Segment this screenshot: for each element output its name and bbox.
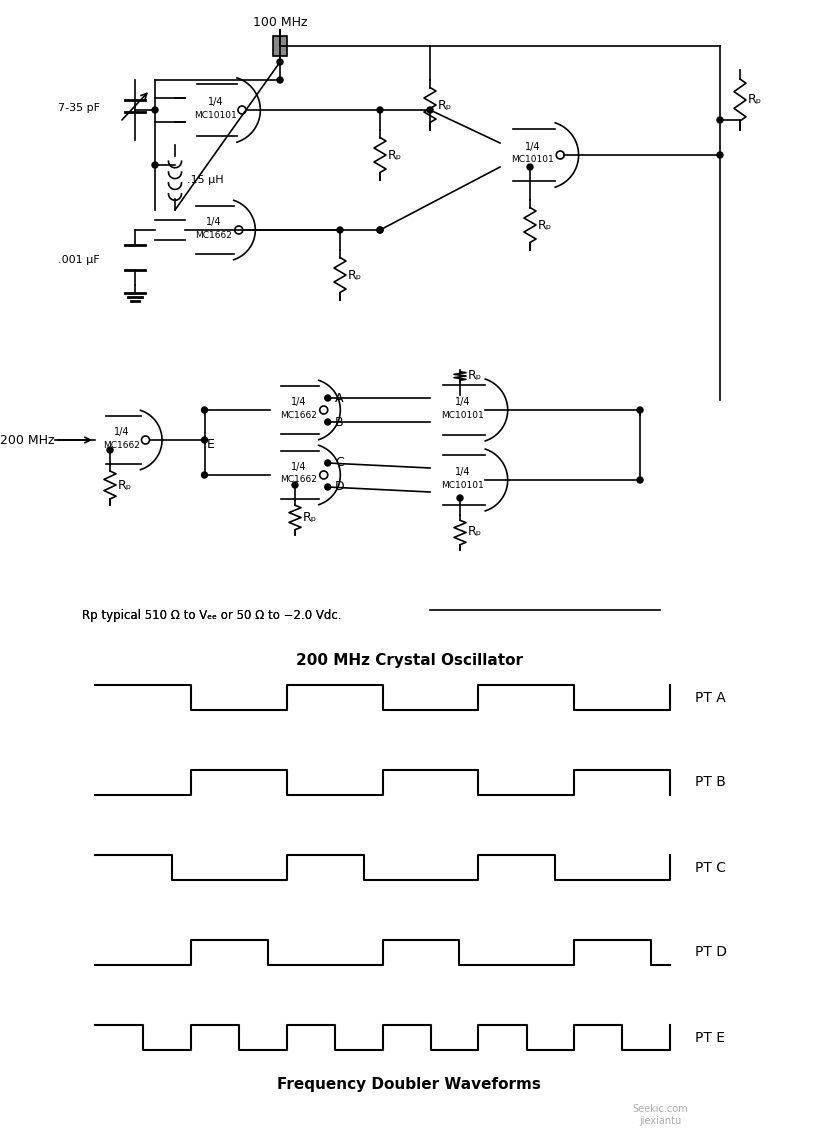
Circle shape: [201, 472, 208, 478]
Circle shape: [377, 107, 383, 113]
Text: 1/4: 1/4: [290, 463, 306, 472]
Text: 100 MHz: 100 MHz: [253, 16, 308, 29]
Text: MC10101: MC10101: [441, 410, 483, 419]
Text: 1/4: 1/4: [455, 467, 470, 477]
Circle shape: [377, 227, 383, 233]
Circle shape: [152, 107, 158, 113]
Bar: [273, 37, 287, 56]
Text: Rₚ: Rₚ: [348, 268, 362, 281]
Circle shape: [637, 477, 643, 483]
Text: PT B: PT B: [695, 775, 726, 789]
Text: MC1662: MC1662: [280, 475, 317, 484]
Circle shape: [717, 116, 723, 123]
Text: 1/4: 1/4: [290, 397, 306, 407]
Circle shape: [637, 407, 643, 413]
Text: 200 MHz: 200 MHz: [1, 434, 55, 447]
Circle shape: [427, 107, 433, 113]
Circle shape: [107, 447, 113, 453]
Text: .001 μF: .001 μF: [58, 255, 100, 265]
Text: PT E: PT E: [695, 1030, 725, 1045]
Text: Rₚ: Rₚ: [388, 148, 402, 161]
Text: Rₚ: Rₚ: [468, 525, 482, 539]
Text: 1/4: 1/4: [455, 397, 470, 407]
Circle shape: [292, 482, 298, 488]
Circle shape: [325, 484, 330, 490]
Text: MC1662: MC1662: [280, 410, 317, 419]
Text: Rp typical 510 Ω to Vₑₑ or 50 Ω to −2.0 Vdc.: Rp typical 510 Ω to Vₑₑ or 50 Ω to −2.0 …: [82, 609, 341, 621]
Circle shape: [325, 460, 330, 466]
Text: A: A: [335, 392, 344, 404]
Circle shape: [152, 162, 158, 168]
Circle shape: [201, 437, 208, 443]
Text: D: D: [335, 481, 344, 493]
Text: .15 μH: .15 μH: [187, 175, 223, 185]
Text: PT A: PT A: [695, 691, 726, 705]
Text: Rₚ: Rₚ: [438, 98, 452, 112]
Text: B: B: [335, 416, 344, 428]
Text: E: E: [206, 439, 214, 451]
Circle shape: [457, 494, 463, 501]
Text: 1/4: 1/4: [206, 217, 221, 227]
Circle shape: [377, 227, 383, 233]
Circle shape: [277, 59, 283, 65]
Circle shape: [527, 164, 533, 170]
Text: 200 MHz Crystal Oscillator: 200 MHz Crystal Oscillator: [295, 652, 523, 668]
Text: MC10101: MC10101: [441, 481, 483, 490]
Text: C: C: [335, 457, 344, 469]
Text: MC10101: MC10101: [194, 111, 236, 120]
Text: Rₚ: Rₚ: [748, 94, 762, 106]
Text: Rp typical 510 Ω to Vₑₑ or 50 Ω to −2.0 Vdc.: Rp typical 510 Ω to Vₑₑ or 50 Ω to −2.0 …: [82, 609, 341, 621]
Circle shape: [717, 152, 723, 158]
Text: MC1662: MC1662: [195, 231, 232, 240]
Text: Rₚ: Rₚ: [118, 478, 133, 491]
Circle shape: [337, 227, 343, 233]
Text: Seekic.com
jiexiantu: Seekic.com jiexiantu: [632, 1104, 688, 1126]
Text: 7-35 pF: 7-35 pF: [58, 103, 100, 113]
Text: PT C: PT C: [695, 861, 726, 875]
Text: MC1662: MC1662: [103, 441, 140, 450]
Circle shape: [201, 407, 208, 413]
Text: Rₚ: Rₚ: [538, 218, 552, 232]
Text: 1/4: 1/4: [114, 427, 129, 437]
Circle shape: [277, 77, 283, 83]
Text: MC10101: MC10101: [511, 155, 554, 164]
Circle shape: [325, 419, 330, 425]
Circle shape: [325, 395, 330, 401]
Text: PT D: PT D: [695, 946, 727, 959]
Text: Rₚ: Rₚ: [303, 512, 317, 524]
Text: Frequency Doubler Waveforms: Frequency Doubler Waveforms: [277, 1078, 541, 1093]
Text: Rₚ: Rₚ: [468, 370, 482, 383]
Text: 1/4: 1/4: [524, 142, 540, 152]
Text: 1/4: 1/4: [208, 97, 223, 107]
